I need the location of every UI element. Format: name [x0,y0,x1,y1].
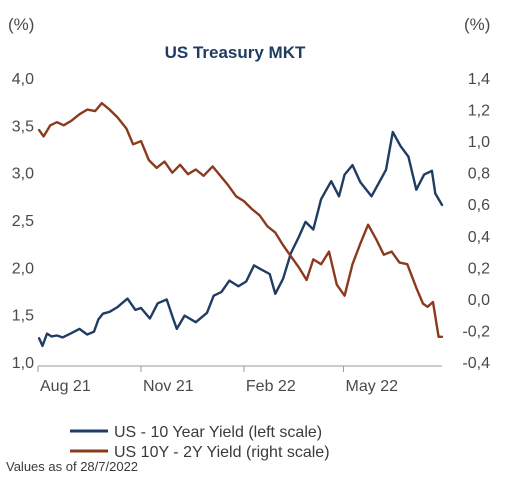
left-tick-label: 1,0 [12,355,34,372]
right-tick-label: 0,0 [468,292,490,309]
x-tick-label: Nov 21 [143,378,194,395]
left-axis-unit: (%) [8,15,34,34]
right-tick-label: 0,4 [468,229,490,246]
right-tick-label: 0,2 [468,260,490,277]
right-tick-label: -0,2 [462,323,490,340]
x-axis: Aug 21 Nov 21 Feb 22 May 22 [37,366,399,395]
series-line-10-year-yield [37,130,444,348]
right-axis: -0,4 -0,2 0,0 0,2 0,4 0,6 0,8 1,0 1,2 1,4 [462,71,490,372]
left-axis: 1,0 1,5 2,0 2,5 3,0 3,5 4,0 [12,71,34,372]
series-lines [37,101,444,348]
x-tick-label: Aug 21 [40,378,91,395]
legend-label-10y-2y-spread: US 10Y - 2Y Yield (right scale) [114,444,330,461]
x-tick-label: Feb 22 [246,378,296,395]
x-tick-label: May 22 [346,378,399,395]
series-line-10y-2y-spread [37,101,444,338]
right-tick-label: 1,0 [468,134,490,151]
left-tick-label: 2,5 [12,213,34,230]
left-tick-label: 1,5 [12,308,34,325]
right-tick-label: 0,8 [468,166,490,183]
legend: US - 10 Year Yield (left scale) US 10Y -… [70,424,330,461]
right-tick-label: -0,4 [462,355,490,372]
left-tick-label: 4,0 [12,71,34,88]
left-tick-label: 3,5 [12,118,34,135]
right-tick-label: 1,4 [468,71,490,88]
chart-title: US Treasury MKT [165,43,306,62]
left-tick-label: 3,0 [12,166,34,183]
plot-area: 1,0 1,5 2,0 2,5 3,0 3,5 4,0 -0,4 -0,2 0,0 0,2 0,4 0… [12,71,490,395]
footnote: Values as of 28/7/2022 [6,459,138,474]
left-tick-label: 2,0 [12,260,34,277]
right-axis-unit: (%) [464,15,490,34]
legend-label-10-year-yield: US - 10 Year Yield (left scale) [114,424,322,441]
right-tick-label: 1,2 [468,103,490,120]
right-tick-label: 0,6 [468,197,490,214]
